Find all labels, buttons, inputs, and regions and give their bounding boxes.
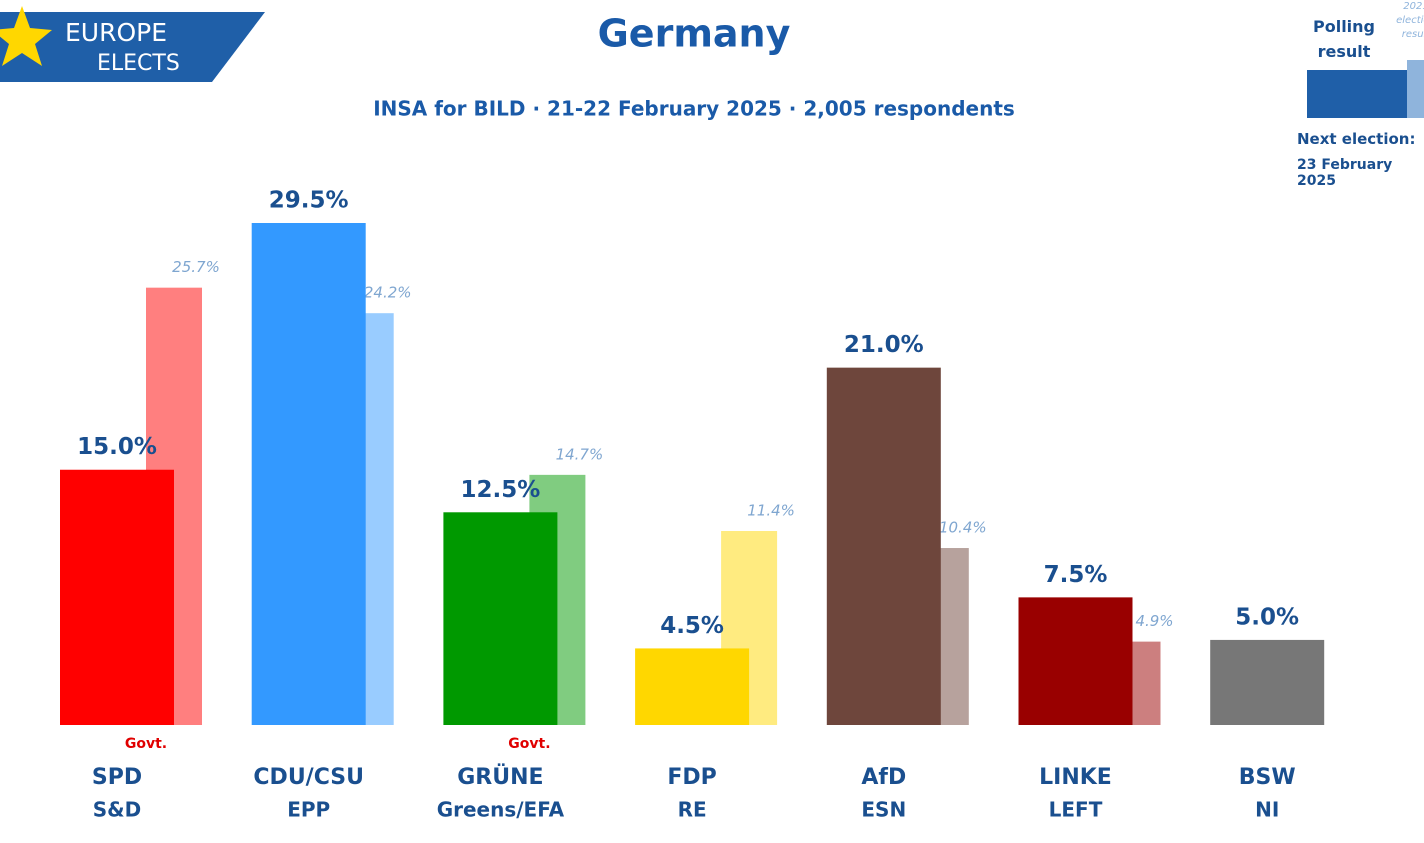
next-election-label: Next election: bbox=[1297, 130, 1416, 148]
value-label: 7.5% bbox=[1044, 562, 1108, 588]
value-label: 4.9% bbox=[1135, 612, 1173, 630]
logo-text: ELECTS bbox=[97, 51, 180, 76]
next-election-date: 23 February 2025 bbox=[1297, 157, 1393, 189]
group-label: Greens/EFA bbox=[437, 798, 565, 822]
legend-swatch bbox=[1307, 70, 1407, 118]
value-label: 21.0% bbox=[844, 332, 924, 358]
value-label: 24.2% bbox=[364, 284, 412, 302]
bar bbox=[826, 367, 941, 725]
category-label: BSW bbox=[1239, 765, 1296, 790]
value-label: 10.4% bbox=[939, 519, 987, 537]
value-label: 5.0% bbox=[1235, 604, 1299, 630]
category-label: GRÜNE bbox=[457, 764, 543, 790]
group-label: RE bbox=[678, 798, 707, 822]
value-label: 11.4% bbox=[747, 502, 795, 520]
legend-label: 2021 election result bbox=[1396, 1, 1424, 40]
category-label: FDP bbox=[667, 765, 716, 790]
chart-title: Germany bbox=[598, 12, 791, 56]
logo-text: EUROPE bbox=[65, 18, 167, 47]
category-label: CDU/CSU bbox=[253, 765, 364, 790]
logo-star bbox=[0, 6, 52, 66]
bar bbox=[1210, 639, 1325, 725]
value-label: 25.7% bbox=[172, 258, 220, 276]
value-label: 12.5% bbox=[461, 477, 541, 503]
group-label: S&D bbox=[93, 798, 141, 822]
govt-label: Govt. bbox=[125, 736, 167, 752]
legend-swatch bbox=[1407, 60, 1424, 118]
group-label: NI bbox=[1255, 798, 1279, 822]
value-label: 29.5% bbox=[269, 188, 349, 214]
group-label: ESN bbox=[861, 798, 906, 822]
chart-subtitle: INSA for BILD · 21-22 February 2025 · 2,… bbox=[373, 97, 1015, 121]
category-label: LINKE bbox=[1039, 765, 1112, 790]
logo-banner bbox=[0, 12, 265, 82]
bar bbox=[443, 512, 558, 725]
bar bbox=[251, 223, 366, 725]
value-label: 4.5% bbox=[660, 613, 724, 639]
category-label: SPD bbox=[92, 765, 142, 790]
category-label: AfD bbox=[861, 765, 906, 790]
value-label: 15.0% bbox=[77, 434, 157, 460]
legend-label: Polling result bbox=[1312, 17, 1375, 61]
bar bbox=[60, 469, 174, 725]
govt-label: Govt. bbox=[508, 736, 550, 752]
bar bbox=[635, 648, 750, 725]
bar bbox=[1018, 597, 1133, 725]
value-label: 14.7% bbox=[556, 445, 604, 463]
group-label: LEFT bbox=[1049, 798, 1103, 822]
group-label: EPP bbox=[287, 798, 330, 822]
